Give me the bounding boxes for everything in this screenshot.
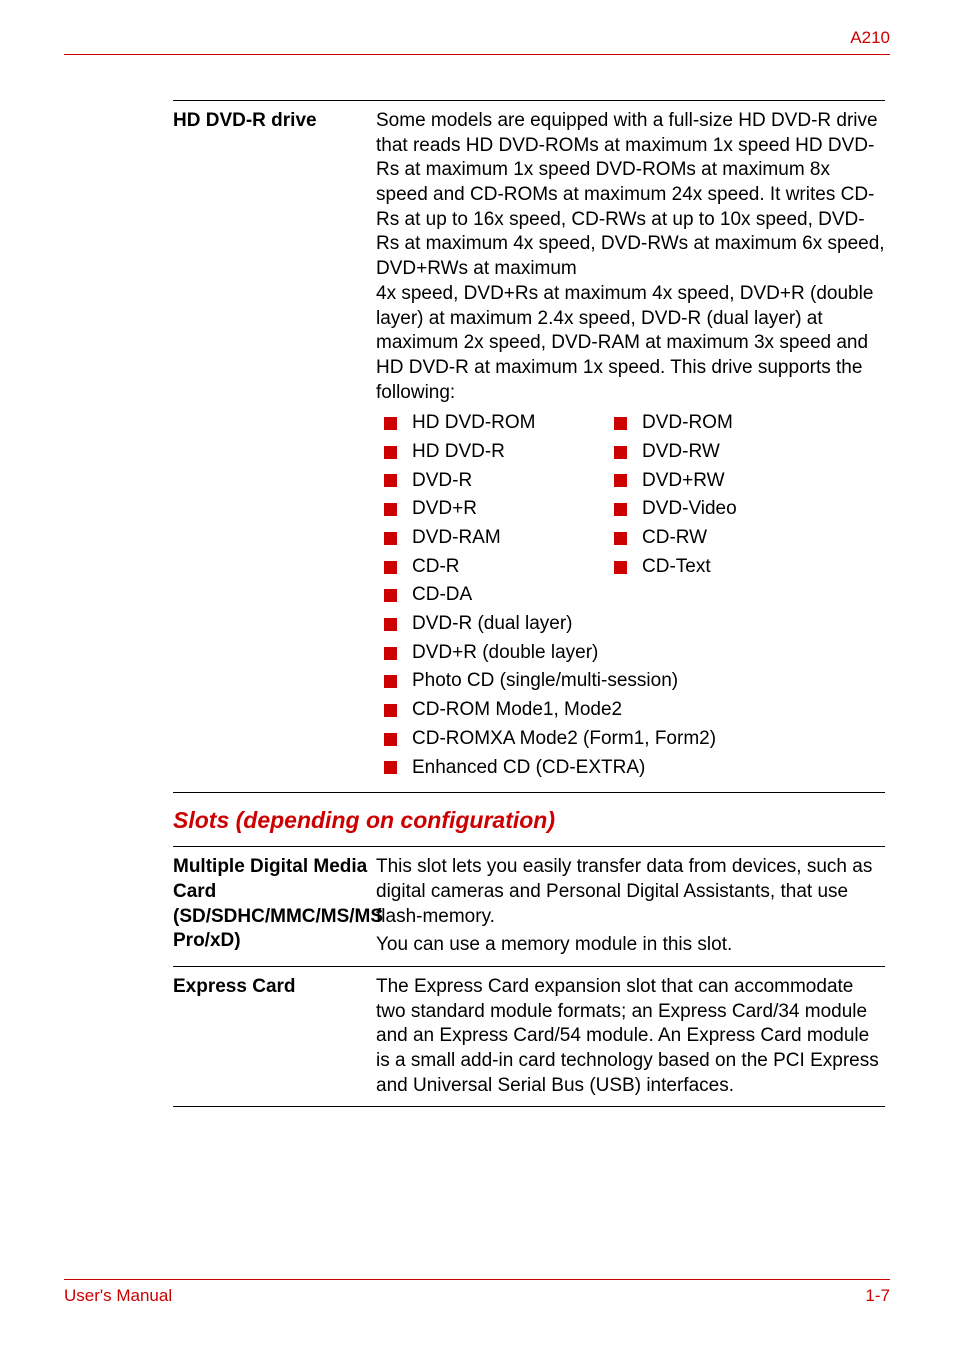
footer-rule [64, 1279, 890, 1280]
format-item: DVD-RAM [376, 526, 606, 551]
format-item: HD DVD-ROM [376, 411, 606, 436]
spec-description-p1: Some models are equipped with a full-siz… [376, 109, 885, 282]
format-item: DVD+R (double layer) [376, 641, 885, 666]
spec-label: Express Card [173, 975, 376, 1098]
spec-paragraph: The Express Card expansion slot that can… [376, 975, 885, 1098]
format-item: CD-ROMXA Mode2 (Form1, Form2) [376, 727, 885, 752]
footer-line: User's Manual 1-7 [64, 1286, 890, 1306]
bullet-icon [384, 761, 397, 774]
spec-value: This slot lets you easily transfer data … [376, 855, 885, 958]
format-label: DVD-ROM [642, 411, 733, 436]
format-label: DVD+R [412, 497, 477, 522]
format-label: Photo CD (single/multi-session) [412, 669, 678, 694]
format-label: Enhanced CD (CD-EXTRA) [412, 756, 645, 781]
format-label: CD-RW [642, 526, 707, 551]
format-item: Enhanced CD (CD-EXTRA) [376, 756, 885, 781]
spec-label: Multiple Digital Media Card (SD/SDHC/MMC… [173, 855, 376, 958]
bullet-icon [384, 503, 397, 516]
bullet-icon [614, 474, 627, 487]
format-item: DVD+RW [606, 469, 737, 494]
bullet-icon [384, 446, 397, 459]
bullet-icon [614, 561, 627, 574]
spec-label: HD DVD-R drive [173, 109, 376, 784]
format-full-width-list: DVD-R (dual layer) DVD+R (double layer) … [376, 612, 885, 780]
bullet-icon [384, 589, 397, 602]
format-label: DVD-R [412, 469, 472, 494]
format-label: HD DVD-R [412, 440, 505, 465]
bullet-icon [384, 561, 397, 574]
format-item: HD DVD-R [376, 440, 606, 465]
footer-left-text: User's Manual [64, 1286, 172, 1306]
format-item: DVD+R [376, 497, 606, 522]
bullet-icon [384, 532, 397, 545]
format-label: CD-ROMXA Mode2 (Form1, Form2) [412, 727, 716, 752]
format-label: DVD-R (dual layer) [412, 612, 572, 637]
spec-value: Some models are equipped with a full-siz… [376, 109, 885, 784]
format-item: DVD-R [376, 469, 606, 494]
page-footer: User's Manual 1-7 [64, 1279, 890, 1306]
spec-description-p2: 4x speed, DVD+Rs at maximum 4x speed, DV… [376, 282, 885, 405]
page-header: A210 [64, 28, 890, 55]
bullet-icon [614, 417, 627, 430]
header-rule [64, 54, 890, 55]
format-item: CD-ROM Mode1, Mode2 [376, 698, 885, 723]
bullet-icon [384, 618, 397, 631]
format-item: DVD-Video [606, 497, 737, 522]
bullet-icon [384, 675, 397, 688]
spec-paragraph: You can use a memory module in this slot… [376, 933, 885, 958]
bullet-icon [384, 474, 397, 487]
bullet-icon [384, 733, 397, 746]
format-item: DVD-R (dual layer) [376, 612, 885, 637]
spec-row-media-card: Multiple Digital Media Card (SD/SDHC/MMC… [173, 846, 885, 966]
main-content: HD DVD-R drive Some models are equipped … [173, 100, 885, 1107]
format-item: DVD-RW [606, 440, 737, 465]
spec-row-hd-dvd: HD DVD-R drive Some models are equipped … [173, 100, 885, 793]
format-label: DVD-Video [642, 497, 737, 522]
format-label: CD-DA [412, 583, 472, 608]
format-label: CD-R [412, 555, 460, 580]
footer-page-number: 1-7 [865, 1286, 890, 1306]
bullet-icon [614, 446, 627, 459]
format-label: DVD-RAM [412, 526, 501, 551]
spec-paragraph: This slot lets you easily transfer data … [376, 855, 885, 929]
spec-row-express-card: Express Card The Express Card expansion … [173, 966, 885, 1107]
format-column-2: DVD-ROM DVD-RW DVD+RW DVD-Video CD-RW CD… [606, 411, 737, 612]
format-two-columns: HD DVD-ROM HD DVD-R DVD-R DVD+R DVD-RAM … [376, 411, 885, 612]
bullet-icon [384, 704, 397, 717]
format-item: CD-Text [606, 555, 737, 580]
format-item: DVD-ROM [606, 411, 737, 436]
format-label: CD-Text [642, 555, 711, 580]
format-label: CD-ROM Mode1, Mode2 [412, 698, 622, 723]
bullet-icon [384, 647, 397, 660]
format-item: CD-RW [606, 526, 737, 551]
format-label: DVD+R (double layer) [412, 641, 598, 666]
model-name: A210 [64, 28, 890, 48]
format-label: DVD-RW [642, 440, 720, 465]
format-item: CD-DA [376, 583, 606, 608]
section-heading-slots: Slots (depending on configuration) [173, 807, 885, 834]
bullet-icon [614, 503, 627, 516]
bullet-icon [614, 532, 627, 545]
spec-value: The Express Card expansion slot that can… [376, 975, 885, 1098]
format-column-1: HD DVD-ROM HD DVD-R DVD-R DVD+R DVD-RAM … [376, 411, 606, 612]
format-item: Photo CD (single/multi-session) [376, 669, 885, 694]
format-label: DVD+RW [642, 469, 725, 494]
format-item: CD-R [376, 555, 606, 580]
format-label: HD DVD-ROM [412, 411, 536, 436]
bullet-icon [384, 417, 397, 430]
